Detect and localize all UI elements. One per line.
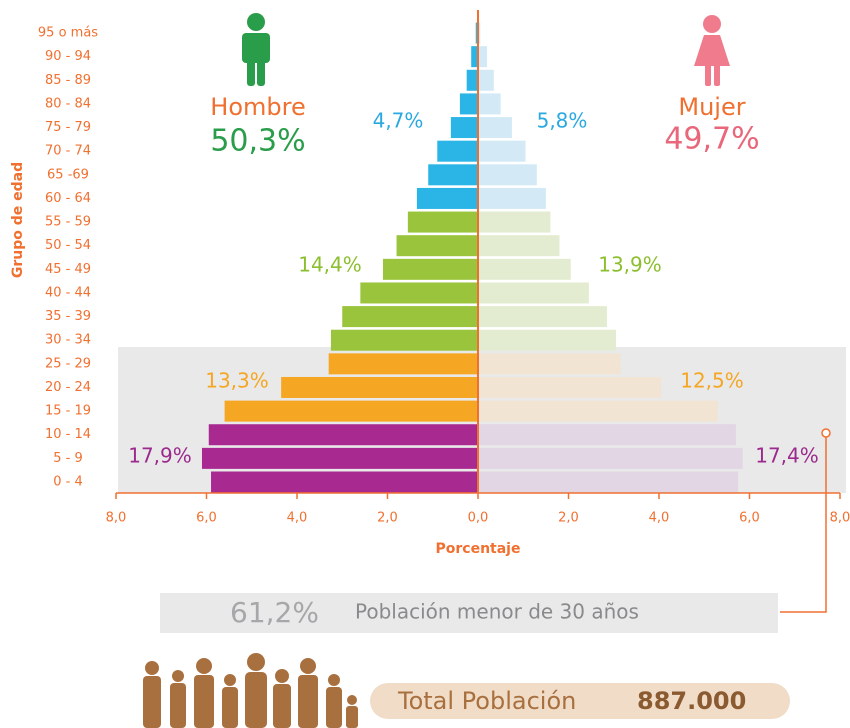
bar <box>225 401 478 422</box>
y-tick-label: 25 - 29 <box>45 356 91 371</box>
y-tick-label: 0 - 4 <box>53 475 83 490</box>
bar <box>467 70 478 91</box>
bar <box>478 188 546 209</box>
y-tick-label: 10 - 14 <box>45 427 91 442</box>
y-tick-label: 15 - 19 <box>45 404 91 419</box>
summary-value: 61,2% <box>230 596 319 629</box>
x-tick-label: 0,0 <box>468 511 489 526</box>
x-tick-label: 8,0 <box>106 511 127 526</box>
y-tick-label: 30 - 34 <box>45 333 91 348</box>
y-tick-label: 55 - 59 <box>45 215 91 230</box>
bar <box>471 46 478 67</box>
bar <box>478 330 616 351</box>
bar <box>342 306 478 327</box>
share-label: 49,7% <box>664 122 759 157</box>
bar <box>478 70 494 91</box>
y-tick-label: 40 - 44 <box>45 285 91 300</box>
bar <box>478 93 501 114</box>
bar <box>331 330 478 351</box>
bar <box>478 259 571 280</box>
bar <box>478 117 512 138</box>
bar <box>478 282 589 303</box>
bar <box>478 46 487 67</box>
bar <box>478 306 607 327</box>
x-tick-label: 6,0 <box>196 511 217 526</box>
group-share-label: 17,9% <box>128 444 192 468</box>
group-share-label: 14,4% <box>298 253 362 277</box>
x-tick-label: 6,0 <box>739 511 760 526</box>
bar <box>478 212 550 233</box>
bar <box>360 282 478 303</box>
x-axis-label: Porcentaje <box>436 541 521 557</box>
y-tick-label: 35 - 39 <box>45 309 91 324</box>
total-value: 887.000 <box>637 687 746 715</box>
bar <box>397 235 478 256</box>
legend-label: Hombre <box>210 93 305 121</box>
y-tick-label: 5 - 9 <box>53 451 83 466</box>
summary-text: Población menor de 30 años <box>355 600 639 624</box>
bar <box>329 353 478 374</box>
y-tick-label: 50 - 54 <box>45 238 91 253</box>
woman-icon <box>694 15 730 86</box>
man-icon <box>242 13 270 86</box>
bar <box>202 448 478 469</box>
bar <box>478 472 738 493</box>
y-tick-label: 70 - 74 <box>45 144 91 159</box>
y-tick-label: 45 - 49 <box>45 262 91 277</box>
y-tick-label: 90 - 94 <box>45 49 91 64</box>
legend-label: Mujer <box>678 93 745 121</box>
bar <box>478 377 661 398</box>
bar <box>408 212 478 233</box>
bar <box>478 424 736 445</box>
bar <box>478 235 559 256</box>
chart: 61,2% Población menor de 30 años Total P… <box>0 0 850 728</box>
bar <box>211 472 478 493</box>
group-share-label: 12,5% <box>680 369 744 393</box>
x-tick-label: 2,0 <box>558 511 579 526</box>
y-tick-label: 20 - 24 <box>45 380 91 395</box>
bar <box>428 164 478 185</box>
y-tick-label: 75 - 79 <box>45 120 91 135</box>
bar <box>209 424 478 445</box>
x-tick-label: 4,0 <box>287 511 308 526</box>
x-tick-label: 8,0 <box>830 511 850 526</box>
y-tick-label: 80 - 84 <box>45 96 91 111</box>
group-share-label: 5,8% <box>537 109 588 133</box>
bar <box>478 141 526 162</box>
share-label: 50,3% <box>210 124 305 159</box>
people-icon <box>143 653 358 728</box>
bar <box>383 259 478 280</box>
bar <box>478 164 537 185</box>
y-tick-label: 95 o más <box>38 26 98 41</box>
group-share-label: 4,7% <box>373 109 424 133</box>
group-share-label: 13,9% <box>598 253 662 277</box>
group-share-label: 17,4% <box>755 444 819 468</box>
bar <box>478 448 743 469</box>
bar <box>281 377 478 398</box>
bar <box>451 117 478 138</box>
y-axis-label: Grupo de edad <box>10 162 26 278</box>
group-share-label: 13,3% <box>205 369 269 393</box>
bar <box>417 188 478 209</box>
bar <box>437 141 478 162</box>
y-tick-label: 85 - 89 <box>45 73 91 88</box>
bar <box>460 93 478 114</box>
bar <box>478 401 718 422</box>
x-tick-label: 4,0 <box>649 511 670 526</box>
total-label: Total Población <box>397 687 576 715</box>
y-tick-label: 60 - 64 <box>45 191 91 206</box>
bar <box>478 353 621 374</box>
x-tick-label: 2,0 <box>377 511 398 526</box>
y-tick-label: 65 -69 <box>47 167 89 182</box>
